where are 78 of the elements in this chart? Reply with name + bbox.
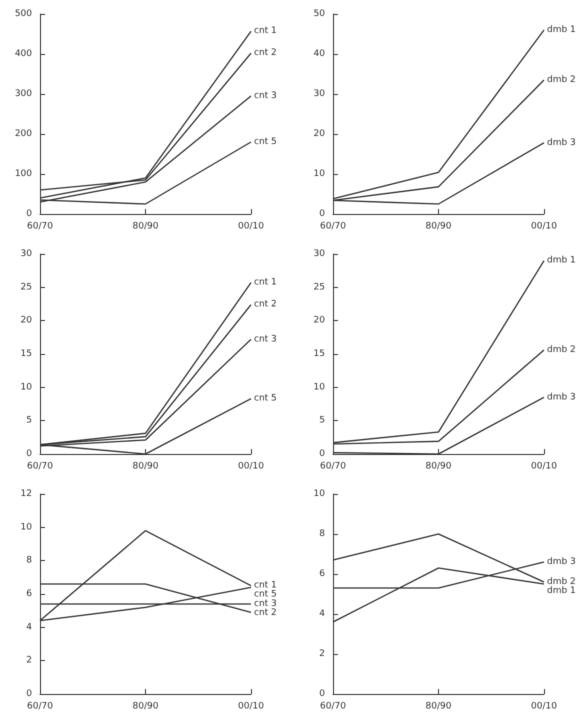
series-label: dmb 2 bbox=[547, 345, 576, 355]
x-tick-label: 00/10 bbox=[531, 702, 558, 712]
y-tick-label: 10 bbox=[20, 382, 32, 392]
y-tick-label: 2 bbox=[319, 649, 325, 659]
series-label: cnt 5 bbox=[254, 137, 277, 147]
x-tick-label: 00/10 bbox=[531, 462, 558, 472]
y-tick-label: 4 bbox=[319, 609, 326, 619]
y-tick-label: 40 bbox=[314, 49, 326, 59]
y-tick-label: 10 bbox=[20, 522, 32, 532]
y-tick-label: 6 bbox=[319, 569, 326, 579]
y-tick-label: 25 bbox=[314, 282, 325, 292]
y-tick-label: 25 bbox=[20, 282, 32, 292]
x-tick-label: 80/90 bbox=[426, 222, 452, 232]
x-tick-label: 60/70 bbox=[320, 702, 346, 712]
y-tick-label: 0 bbox=[26, 689, 32, 699]
series-label: cnt 5 bbox=[254, 590, 277, 600]
series-label: dmb 3 bbox=[547, 138, 576, 148]
y-tick-label: 0 bbox=[319, 689, 326, 699]
series-label: dmb 1 bbox=[547, 256, 576, 266]
y-tick-label: 4 bbox=[26, 622, 32, 632]
y-tick-label: 5 bbox=[319, 416, 325, 426]
series-label: dmb 1 bbox=[547, 25, 576, 35]
series-label: cnt 1 bbox=[254, 580, 277, 591]
y-tick-label: 20 bbox=[314, 316, 326, 326]
y-tick-label: 100 bbox=[14, 169, 32, 179]
y-tick-label: 10 bbox=[314, 382, 326, 392]
y-tick-label: 6 bbox=[26, 589, 32, 599]
y-tick-label: 20 bbox=[314, 129, 326, 139]
x-tick-label: 60/70 bbox=[27, 222, 54, 232]
y-tick-label: 30 bbox=[314, 249, 326, 259]
x-tick-label: 80/90 bbox=[426, 702, 452, 712]
x-tick-label: 00/10 bbox=[238, 222, 264, 232]
x-tick-label: 80/90 bbox=[426, 462, 452, 472]
y-tick-label: 8 bbox=[319, 529, 326, 539]
y-tick-label: 0 bbox=[26, 209, 32, 219]
series-label: cnt 3 bbox=[254, 599, 277, 609]
x-tick-label: 00/10 bbox=[238, 702, 264, 712]
y-tick-label: 10 bbox=[314, 489, 326, 499]
y-tick-label: 0 bbox=[26, 449, 32, 459]
y-tick-label: 500 bbox=[14, 9, 32, 19]
y-tick-label: 15 bbox=[20, 349, 32, 359]
y-tick-label: 20 bbox=[20, 316, 32, 326]
x-tick-label: 60/70 bbox=[320, 462, 346, 472]
series-label: cnt 2 bbox=[254, 608, 277, 618]
series-label: cnt 3 bbox=[254, 334, 277, 344]
series-label: cnt 1 bbox=[254, 26, 277, 36]
x-tick-label: 60/70 bbox=[320, 222, 346, 232]
y-tick-label: 30 bbox=[20, 249, 32, 259]
y-tick-label: 15 bbox=[314, 349, 325, 359]
y-tick-label: 0 bbox=[319, 449, 326, 459]
series-label: cnt 2 bbox=[254, 300, 277, 310]
y-tick-label: 400 bbox=[14, 49, 32, 59]
x-tick-label: 60/70 bbox=[27, 462, 54, 472]
x-tick-label: 80/90 bbox=[132, 222, 159, 232]
x-tick-label: 00/10 bbox=[531, 222, 558, 232]
series-label: dmb 2 bbox=[547, 577, 576, 587]
y-tick-label: 30 bbox=[314, 89, 326, 99]
y-tick-label: 0 bbox=[319, 209, 326, 219]
y-tick-label: 200 bbox=[14, 129, 32, 139]
y-tick-label: 2 bbox=[26, 656, 32, 666]
y-tick-label: 8 bbox=[26, 556, 32, 566]
series-label: cnt 5 bbox=[254, 394, 277, 404]
x-tick-label: 00/10 bbox=[238, 462, 264, 472]
series-label: dmb 3 bbox=[547, 557, 576, 567]
x-tick-label: 80/90 bbox=[132, 462, 159, 472]
x-tick-label: 60/70 bbox=[27, 702, 54, 712]
y-tick-label: 10 bbox=[314, 169, 326, 179]
y-tick-label: 12 bbox=[20, 489, 32, 499]
series-label: cnt 1 bbox=[254, 278, 277, 288]
y-tick-label: 300 bbox=[14, 89, 32, 99]
y-tick-label: 5 bbox=[26, 416, 32, 426]
y-tick-label: 50 bbox=[314, 9, 326, 19]
series-label: dmb 3 bbox=[547, 392, 576, 402]
series-label: cnt 3 bbox=[254, 91, 277, 101]
x-tick-label: 80/90 bbox=[132, 702, 159, 712]
series-label: dmb 2 bbox=[547, 75, 576, 85]
series-label: cnt 2 bbox=[254, 48, 277, 58]
series-label: dmb 1 bbox=[547, 586, 576, 596]
